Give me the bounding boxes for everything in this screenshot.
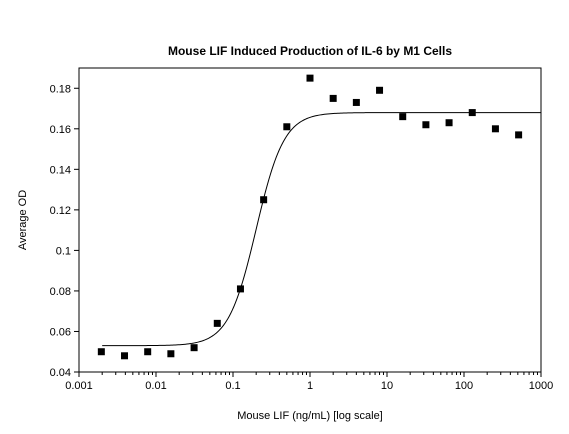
- data-point: [213, 319, 221, 327]
- data-point: [283, 123, 291, 131]
- data-point: [445, 119, 453, 127]
- x-tick-label: 10: [381, 380, 393, 392]
- data-point: [190, 344, 198, 352]
- x-tick-label: 1: [307, 380, 313, 392]
- y-axis: 0.04 0.06 0.08 0.1 0.12 0.14 0.16 0.18: [50, 83, 79, 379]
- x-axis: 0.001 0.01 0.1 1 10 100 1000: [65, 372, 553, 392]
- data-point: [422, 121, 430, 129]
- x-tick-label: 100: [455, 380, 473, 392]
- data-point: [167, 350, 175, 358]
- y-tick-label: 0.14: [50, 164, 71, 176]
- y-tick-label: 0.06: [50, 326, 71, 338]
- x-tick-label: 0.01: [145, 380, 166, 392]
- y-tick-label: 0.1: [56, 245, 71, 257]
- y-tick-label: 0.18: [50, 83, 71, 95]
- data-point: [121, 352, 129, 360]
- data-point: [515, 131, 523, 139]
- y-tick-label: 0.08: [50, 286, 71, 298]
- data-point: [329, 94, 337, 102]
- chart-title: Mouse LIF Induced Production of IL-6 by …: [168, 44, 452, 58]
- x-tick-label: 0.001: [65, 380, 93, 392]
- data-point: [376, 86, 384, 94]
- x-axis-label: Mouse LIF (ng/mL) [log scale]: [237, 410, 383, 422]
- data-point: [260, 196, 268, 204]
- data-point: [468, 109, 476, 117]
- y-axis-label: Average OD: [17, 190, 29, 250]
- fit-curve: [102, 112, 541, 347]
- y-tick-label: 0.12: [50, 205, 71, 217]
- data-point: [236, 285, 244, 293]
- data-point: [352, 98, 360, 106]
- data-point: [491, 125, 499, 133]
- x-tick-label: 1000: [529, 380, 553, 392]
- data-point: [144, 348, 152, 356]
- data-points: [97, 74, 523, 360]
- y-tick-label: 0.04: [50, 367, 71, 379]
- data-point: [97, 348, 105, 356]
- data-point: [306, 74, 314, 82]
- y-tick-label: 0.16: [50, 124, 71, 136]
- data-point: [399, 113, 407, 121]
- x-tick-label: 0.1: [225, 380, 240, 392]
